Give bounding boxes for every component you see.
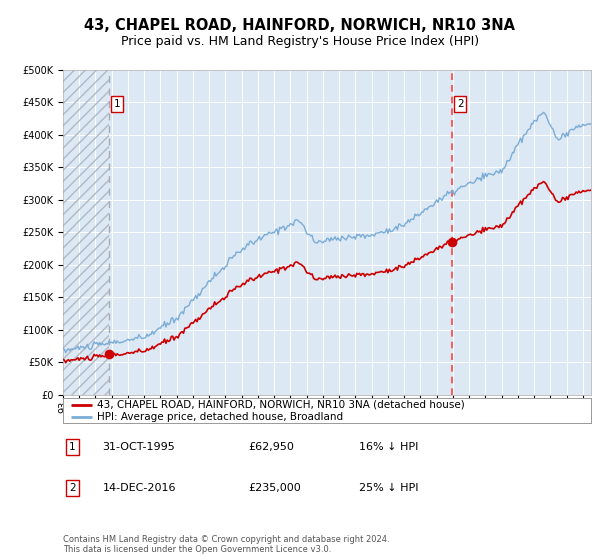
- Text: 43, CHAPEL ROAD, HAINFORD, NORWICH, NR10 3NA (detached house): 43, CHAPEL ROAD, HAINFORD, NORWICH, NR10…: [97, 400, 465, 410]
- Text: Contains HM Land Registry data © Crown copyright and database right 2024.
This d: Contains HM Land Registry data © Crown c…: [63, 535, 389, 554]
- Text: Price paid vs. HM Land Registry's House Price Index (HPI): Price paid vs. HM Land Registry's House …: [121, 35, 479, 49]
- Text: 2: 2: [457, 99, 464, 109]
- Bar: [63, 70, 109, 395]
- Text: 43, CHAPEL ROAD, HAINFORD, NORWICH, NR10 3NA: 43, CHAPEL ROAD, HAINFORD, NORWICH, NR10…: [85, 18, 515, 32]
- Text: 2: 2: [69, 483, 76, 493]
- Text: 1: 1: [69, 442, 76, 452]
- Text: £62,950: £62,950: [248, 442, 293, 452]
- Text: HPI: Average price, detached house, Broadland: HPI: Average price, detached house, Broa…: [97, 412, 343, 422]
- Text: 31-OCT-1995: 31-OCT-1995: [103, 442, 175, 452]
- Text: 16% ↓ HPI: 16% ↓ HPI: [359, 442, 418, 452]
- Text: £235,000: £235,000: [248, 483, 301, 493]
- Text: 25% ↓ HPI: 25% ↓ HPI: [359, 483, 418, 493]
- Text: 14-DEC-2016: 14-DEC-2016: [103, 483, 176, 493]
- Text: 1: 1: [114, 99, 121, 109]
